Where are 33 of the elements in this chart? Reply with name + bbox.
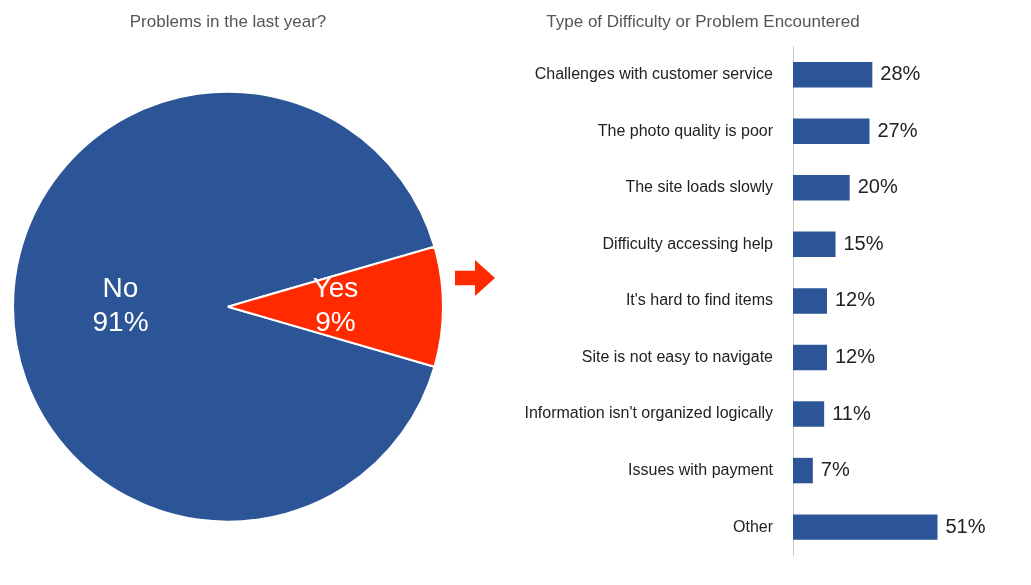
data-label: 28%: [880, 62, 921, 85]
y-tick-label: The photo quality is poor: [597, 121, 774, 139]
data-label: 15%: [843, 231, 884, 254]
chart-title: Problems in the last year?: [129, 11, 327, 31]
data-label: 12%: [835, 288, 876, 311]
y-tick-label: Issues with payment: [628, 460, 774, 478]
bar: [793, 514, 938, 540]
y-tick-label: Other: [732, 517, 774, 535]
y-tick-label: Site is not easy to navigate: [581, 347, 774, 365]
bar: [793, 231, 836, 258]
y-tick-label: It's hard to find items: [625, 291, 773, 309]
bar: [793, 61, 873, 88]
bar: [793, 401, 825, 427]
bar: [793, 288, 827, 314]
data-label: 7%: [820, 458, 850, 481]
data-label: 9%: [315, 306, 356, 338]
bar: [793, 175, 850, 201]
data-label: 20%: [857, 175, 898, 198]
slice-label: Yes: [312, 272, 359, 304]
data-label: 12%: [835, 344, 876, 367]
bar: [793, 344, 827, 371]
data-label: 11%: [832, 401, 871, 424]
bar: [793, 457, 813, 484]
bar: [793, 118, 870, 144]
y-tick-label: Information isn't organized logically: [524, 404, 773, 422]
data-label: 27%: [877, 118, 918, 141]
data-label: 51%: [945, 514, 986, 537]
slice-label: No: [102, 272, 139, 304]
y-tick-label: Challenges with customer service: [534, 65, 774, 83]
data-label: 91%: [92, 306, 149, 338]
chart-title: Type of Difficulty or Problem Encountered: [546, 11, 860, 31]
y-tick-label: The site loads slowly: [625, 178, 773, 196]
y-tick-label: Difficulty accessing help: [602, 234, 774, 252]
